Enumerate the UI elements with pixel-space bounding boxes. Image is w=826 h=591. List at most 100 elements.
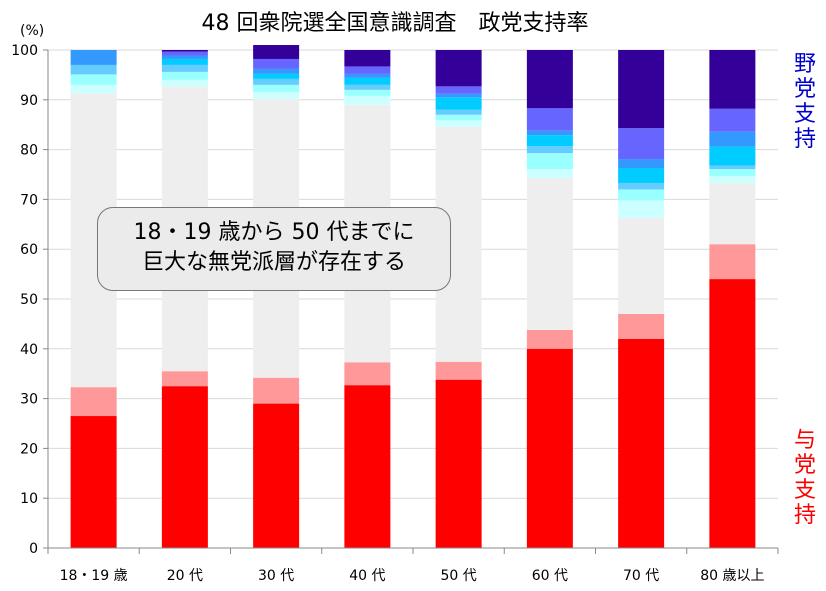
bar-segment xyxy=(435,379,482,548)
bar-segment xyxy=(344,73,391,78)
bar-segment xyxy=(70,74,117,85)
bar-segment xyxy=(435,114,482,121)
opposition-support-label: 野党支持 xyxy=(793,52,816,152)
bar-segment xyxy=(253,78,300,85)
x-category-label: 40 代 xyxy=(349,568,385,584)
bar-segment xyxy=(618,189,665,201)
bar-segment xyxy=(161,50,208,52)
bar-segment xyxy=(526,130,573,136)
bar-segment xyxy=(161,371,208,387)
bar-segment xyxy=(709,131,756,147)
bar-segment xyxy=(70,50,117,65)
annotation-callout: 18・19 歳から 50 代までに 巨大な無党派層が存在する xyxy=(97,207,451,291)
bar-segment xyxy=(253,91,300,99)
bar-segment xyxy=(526,153,573,170)
bar-segment xyxy=(709,279,756,548)
bar-segment xyxy=(70,64,117,75)
bar-segment xyxy=(161,64,208,72)
annotation-line-1: 18・19 歳から 50 代までに xyxy=(133,220,415,245)
bar-segment xyxy=(618,313,665,339)
y-tick-label: 10 xyxy=(20,491,38,507)
y-axis-unit: (%) xyxy=(20,23,44,39)
ruling-support-label: 与党支持 xyxy=(793,428,816,528)
bar-segment xyxy=(618,200,665,218)
bar-segment xyxy=(70,84,117,94)
bar-segment xyxy=(70,387,117,417)
bar-segment xyxy=(70,416,117,548)
bar-segment xyxy=(526,329,573,349)
bar-segment xyxy=(618,217,665,314)
bar-segment xyxy=(618,338,665,548)
bar-segment xyxy=(709,50,756,109)
bar-segment xyxy=(709,165,756,170)
bar-segment xyxy=(526,146,573,154)
bar-segment xyxy=(344,362,391,386)
bar-segment xyxy=(526,348,573,548)
bar-segment xyxy=(709,244,756,280)
y-tick-label: 60 xyxy=(20,242,38,258)
bar-segment xyxy=(344,66,391,74)
bar-segment xyxy=(253,377,300,404)
x-category-label: 50 代 xyxy=(440,568,476,584)
y-tick-label: 40 xyxy=(20,342,38,358)
y-tick-label: 90 xyxy=(20,93,38,109)
bar-segment xyxy=(435,50,482,87)
bar-segment xyxy=(344,50,391,67)
bar-segment xyxy=(435,97,482,110)
bar-segment xyxy=(344,95,391,105)
bar-segment xyxy=(435,109,482,115)
bar-segment xyxy=(618,168,665,183)
bar-segment xyxy=(618,128,665,160)
y-tick-label: 20 xyxy=(20,441,38,457)
bar-segment xyxy=(253,84,300,92)
bar-segment xyxy=(526,177,573,330)
bar-segment xyxy=(253,45,300,59)
bar-segment xyxy=(253,73,300,79)
bar-segment xyxy=(618,182,665,190)
y-axis-ticks: 0 10 20 30 40 50 60 70 80 90 100 xyxy=(11,43,48,557)
bar-segment xyxy=(161,386,208,548)
bar-segment xyxy=(344,385,391,548)
y-tick-label: 50 xyxy=(20,292,38,308)
bar-segment xyxy=(709,182,756,245)
bar-segment xyxy=(161,55,208,59)
bar-segment xyxy=(526,135,573,147)
bar-segment xyxy=(161,58,208,65)
bar-segment xyxy=(709,146,756,166)
y-tick-label: 100 xyxy=(11,43,38,59)
y-tick-label: 0 xyxy=(29,541,38,557)
bar-segment xyxy=(253,403,300,548)
bars xyxy=(70,45,756,548)
x-category-label: 60 代 xyxy=(532,568,568,584)
bar-segment xyxy=(435,361,482,380)
y-tick-label: 30 xyxy=(20,392,38,408)
bar-segment xyxy=(526,169,573,178)
x-category-label: 18・19 歳 xyxy=(60,568,128,584)
x-category-label: 20 代 xyxy=(167,568,203,584)
bar-segment xyxy=(161,71,208,80)
bar-segment xyxy=(435,93,482,98)
bar-segment xyxy=(253,68,300,74)
bar-segment xyxy=(526,50,573,109)
bar-segment xyxy=(344,89,391,96)
bar-segment xyxy=(344,77,391,85)
y-tick-label: 80 xyxy=(20,143,38,159)
chart-title: 48 回衆院選全国意識調査 政党支持率 xyxy=(202,11,589,36)
bar-segment xyxy=(435,120,482,127)
x-axis: 18・19 歳 20 代 30 代 40 代 50 代 60 代 70 代 80 歳以上 xyxy=(47,50,779,584)
bar-segment xyxy=(435,86,482,94)
bar-segment xyxy=(709,169,756,176)
bar-segment xyxy=(526,108,573,131)
x-category-label: 30 代 xyxy=(258,568,294,584)
bar-segment xyxy=(709,108,756,132)
x-category-label: 80 歳以上 xyxy=(700,568,764,584)
bar-segment xyxy=(253,58,300,69)
bar-segment xyxy=(709,175,756,183)
x-category-label: 70 代 xyxy=(623,568,659,584)
bar-segment xyxy=(618,50,665,129)
bar-segment xyxy=(161,79,208,87)
annotation-line-2: 巨大な無党派層が存在する xyxy=(141,250,406,275)
y-tick-label: 70 xyxy=(20,192,38,208)
bar-segment xyxy=(161,51,208,56)
